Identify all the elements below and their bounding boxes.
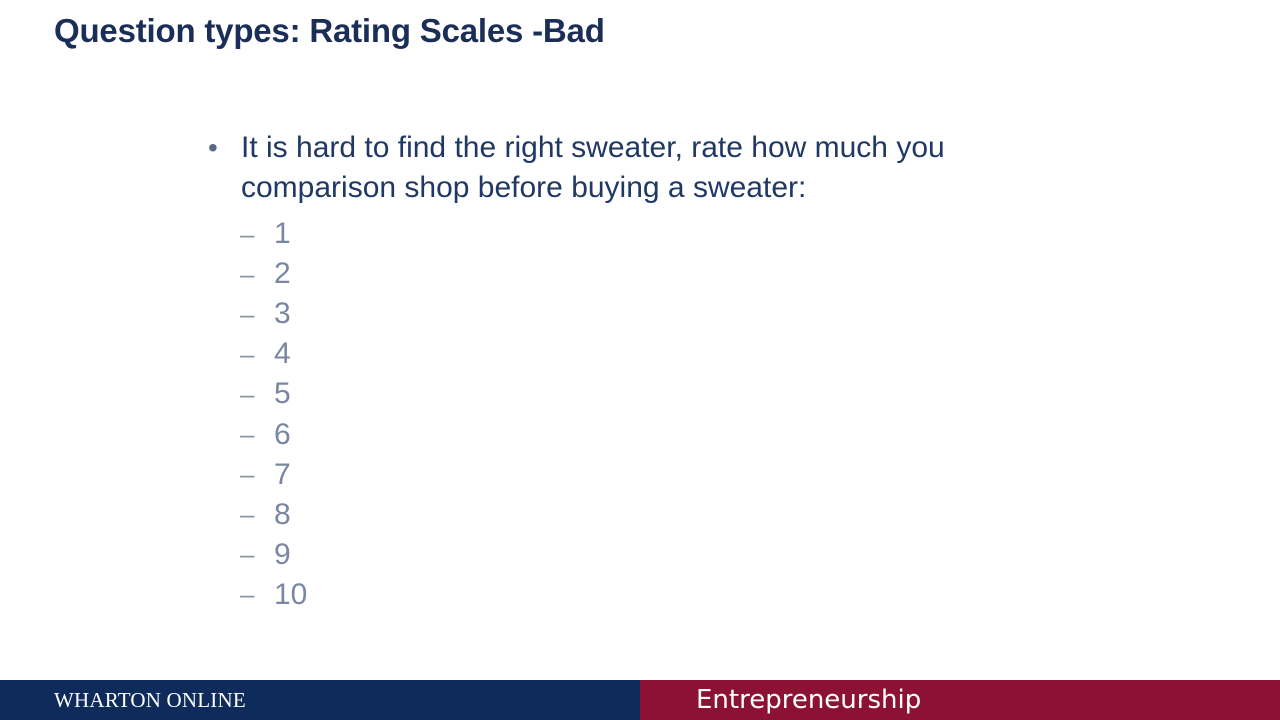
list-item: –1 — [240, 214, 307, 254]
list-item-label: 6 — [274, 417, 291, 451]
list-item: –10 — [240, 575, 307, 615]
dash-marker: – — [240, 258, 255, 289]
list-item-label: 9 — [274, 537, 291, 571]
footer-left: WHARTON ONLINE — [0, 680, 640, 720]
list-item: –2 — [240, 254, 307, 294]
dash-marker: – — [240, 579, 255, 610]
bullet-line-2: comparison shop before buying a sweater: — [241, 171, 807, 204]
list-item: –7 — [240, 455, 307, 495]
dash-marker: – — [240, 499, 255, 530]
list-item: –6 — [240, 414, 307, 454]
dash-marker: – — [240, 338, 255, 369]
dash-marker: – — [240, 378, 255, 409]
dash-marker: – — [240, 298, 255, 329]
list-item: –9 — [240, 535, 307, 575]
list-item-label: 8 — [274, 497, 291, 531]
bullet-row: • It is hard to find the right sweater, … — [208, 128, 1028, 208]
list-item-label: 4 — [274, 337, 291, 371]
bullet-marker: • — [208, 132, 218, 163]
list-item-label: 3 — [274, 297, 291, 331]
dash-marker: – — [240, 419, 255, 450]
list-item: –4 — [240, 334, 307, 374]
footer-bar: WHARTON ONLINE Entrepreneurship — [0, 680, 1280, 720]
list-item: –5 — [240, 374, 307, 414]
bullet-text: It is hard to find the right sweater, ra… — [241, 128, 945, 208]
footer-org-label: WHARTON ONLINE — [54, 687, 246, 712]
footer-course-label: Entrepreneurship — [696, 685, 922, 715]
list-item-label: 1 — [274, 217, 291, 251]
list-item-label: 2 — [274, 257, 291, 291]
dash-marker: – — [240, 459, 255, 490]
bullet-line-1: It is hard to find the right sweater, ra… — [241, 131, 945, 164]
rating-scale-list: –1 –2 –3 –4 –5 –6 –7 –8 –9 –10 — [240, 214, 307, 615]
footer-right: Entrepreneurship — [640, 680, 1280, 720]
list-item-label: 5 — [274, 377, 291, 411]
dash-marker: – — [240, 539, 255, 570]
list-item-label: 10 — [274, 577, 308, 611]
list-item: –3 — [240, 294, 307, 334]
list-item: –8 — [240, 495, 307, 535]
main-bullet: • It is hard to find the right sweater, … — [208, 128, 1028, 208]
list-item-label: 7 — [274, 457, 291, 491]
dash-marker: – — [240, 218, 255, 249]
slide-title: Question types: Rating Scales -Bad — [54, 12, 605, 49]
